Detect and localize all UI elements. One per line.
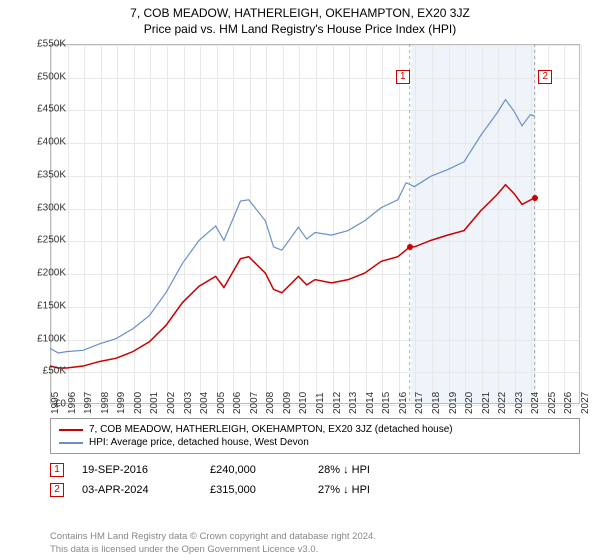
x-axis-label: 2024 <box>530 392 541 414</box>
x-axis-label: 2011 <box>315 392 326 414</box>
x-axis-label: 2009 <box>282 392 293 414</box>
x-axis-label: 2027 <box>580 392 591 414</box>
x-axis-label: 2018 <box>431 392 442 414</box>
x-axis-label: 2026 <box>563 392 574 414</box>
x-axis-label: 2022 <box>497 392 508 414</box>
transaction-date: 19-SEP-2016 <box>82 464 192 476</box>
x-axis-label: 2015 <box>381 392 392 414</box>
y-axis-label: £150K <box>37 300 66 311</box>
x-axis-label: 2012 <box>332 392 343 414</box>
chart-title: 7, COB MEADOW, HATHERLEIGH, OKEHAMPTON, … <box>0 0 600 20</box>
x-axis-label: 2006 <box>232 392 243 414</box>
x-axis-label: 2008 <box>265 392 276 414</box>
legend-label: 7, COB MEADOW, HATHERLEIGH, OKEHAMPTON, … <box>89 424 453 435</box>
transaction-delta: 27% ↓ HPI <box>318 484 370 496</box>
transaction-price: £315,000 <box>210 484 300 496</box>
chart-subtitle: Price paid vs. HM Land Registry's House … <box>0 20 600 36</box>
x-axis-label: 2010 <box>298 392 309 414</box>
x-axis-label: 2002 <box>166 392 177 414</box>
y-axis-label: £350K <box>37 169 66 180</box>
x-axis-label: 2021 <box>481 392 492 414</box>
y-axis-label: £100K <box>37 333 66 344</box>
transaction-delta: 28% ↓ HPI <box>318 464 370 476</box>
legend-swatch <box>59 442 83 444</box>
x-axis-label: 2019 <box>448 392 459 414</box>
x-axis-label: 2020 <box>464 392 475 414</box>
x-axis-label: 1997 <box>83 392 94 414</box>
y-axis-label: £550K <box>37 39 66 50</box>
x-axis-label: 2014 <box>365 392 376 414</box>
transaction-date: 03-APR-2024 <box>82 484 192 496</box>
x-axis-label: 2017 <box>414 392 425 414</box>
marker-label: 1 <box>396 70 410 84</box>
transaction-marker: 1 <box>50 463 64 477</box>
x-axis-label: 2025 <box>547 392 558 414</box>
x-axis-label: 2004 <box>199 392 210 414</box>
y-axis-label: £200K <box>37 268 66 279</box>
footer-line1: Contains HM Land Registry data © Crown c… <box>50 531 376 543</box>
footer: Contains HM Land Registry data © Crown c… <box>50 531 376 556</box>
x-axis-label: 2023 <box>514 392 525 414</box>
y-axis-label: £250K <box>37 235 66 246</box>
x-axis-label: 1998 <box>100 392 111 414</box>
legend-item: HPI: Average price, detached house, West… <box>59 436 571 449</box>
x-axis-label: 2016 <box>398 392 409 414</box>
chart-area: 1995199619971998199920002001200220032004… <box>50 44 580 404</box>
transaction-marker: 2 <box>50 483 64 497</box>
y-axis-label: £400K <box>37 137 66 148</box>
legend-item: 7, COB MEADOW, HATHERLEIGH, OKEHAMPTON, … <box>59 423 571 436</box>
marker-dot <box>407 244 413 250</box>
series-property_price <box>50 185 535 368</box>
y-axis-label: £450K <box>37 104 66 115</box>
legend-label: HPI: Average price, detached house, West… <box>89 437 309 448</box>
marker-dot <box>532 195 538 201</box>
marker-label: 2 <box>538 70 552 84</box>
x-axis-label: 1999 <box>116 392 127 414</box>
x-axis-label: 1996 <box>67 392 78 414</box>
x-axis-label: 2005 <box>216 392 227 414</box>
x-axis-label: 2013 <box>348 392 359 414</box>
x-axis-label: 2003 <box>183 392 194 414</box>
transaction-row: 2 03-APR-2024 £315,000 27% ↓ HPI <box>50 480 580 500</box>
y-axis-label: £0 <box>55 399 66 410</box>
legend: 7, COB MEADOW, HATHERLEIGH, OKEHAMPTON, … <box>50 418 580 454</box>
y-axis-label: £500K <box>37 71 66 82</box>
x-axis-label: 2001 <box>149 392 160 414</box>
x-axis-label: 2000 <box>133 392 144 414</box>
series-hpi <box>50 100 535 353</box>
y-axis-label: £300K <box>37 202 66 213</box>
grid-v <box>581 45 582 403</box>
x-axis-label: 2007 <box>249 392 260 414</box>
transactions-table: 1 19-SEP-2016 £240,000 28% ↓ HPI 2 03-APR-202… <box>50 460 580 500</box>
transaction-price: £240,000 <box>210 464 300 476</box>
transaction-row: 1 19-SEP-2016 £240,000 28% ↓ HPI <box>50 460 580 480</box>
legend-swatch <box>59 429 83 431</box>
y-axis-label: £50K <box>43 366 66 377</box>
footer-line2: This data is licensed under the Open Gov… <box>50 544 376 556</box>
line-series <box>50 44 580 404</box>
